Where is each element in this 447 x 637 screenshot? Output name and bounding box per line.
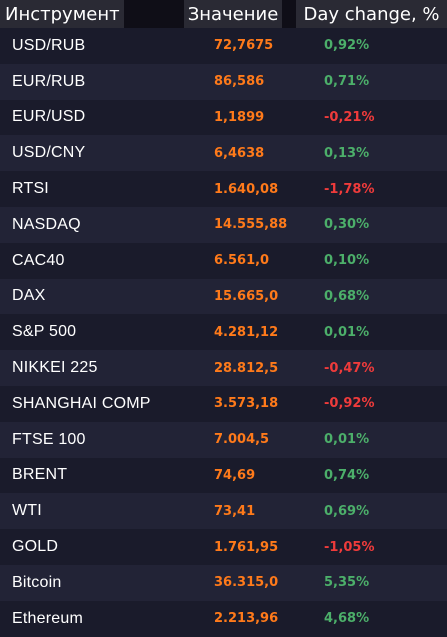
instrument-name: RTSI [12, 180, 49, 198]
table-row[interactable]: USD/CNY 6,4638 0,13% [0, 135, 447, 172]
day-change: -0,21% [324, 109, 375, 125]
table-row[interactable]: Bitcoin 36.315,0 5,35% [0, 564, 447, 601]
table-row[interactable]: USD/RUB 72,7675 0,92% [0, 28, 447, 64]
table-row[interactable]: EUR/RUB 86,586 0,71% [0, 63, 447, 100]
day-change: 0,71% [324, 74, 370, 90]
instrument-name: USD/RUB [12, 36, 86, 54]
instrument-value: 2.213,96 [214, 611, 279, 627]
instrument-name: S&P 500 [12, 323, 77, 341]
table-row[interactable]: RTSI 1.640,08 -1,78% [0, 171, 447, 207]
header-day-change: Day change, % [296, 0, 447, 28]
instrument-name: NIKKEI 225 [12, 359, 98, 377]
instrument-value: 73,41 [214, 503, 256, 519]
instrument-value: 1,1899 [214, 109, 265, 125]
day-change: -0,47% [324, 360, 375, 376]
instrument-name: USD/CNY [12, 144, 86, 162]
table-row[interactable]: BRENT 74,69 0,74% [0, 457, 447, 494]
day-change: 5,35% [324, 575, 370, 591]
header-value: Значение [184, 0, 282, 28]
instrument-name: FTSE 100 [12, 430, 86, 448]
instrument-name: GOLD [12, 538, 59, 556]
instrument-value: 28.812,5 [214, 360, 279, 376]
instrument-name: Ethereum [12, 609, 83, 627]
instrument-value: 6.561,0 [214, 253, 270, 269]
instrument-name: NASDAQ [12, 215, 81, 233]
instrument-name: Bitcoin [12, 573, 62, 591]
instrument-value: 4.281,12 [214, 324, 279, 340]
instrument-value: 86,586 [214, 74, 265, 90]
table-row[interactable]: EUR/USD 1,1899 -0,21% [0, 99, 447, 136]
day-change: 0,30% [324, 217, 370, 233]
table-row[interactable]: S&P 500 4.281,12 0,01% [0, 314, 447, 351]
instrument-value: 74,69 [214, 467, 256, 483]
instrument-name: WTI [12, 502, 42, 520]
instrument-value: 72,7675 [214, 38, 274, 54]
table-row[interactable]: CAC40 6.561,0 0,10% [0, 242, 447, 279]
table-row[interactable]: Ethereum 2.213,96 4,68% [0, 600, 447, 637]
day-change: -1,78% [324, 181, 375, 197]
table-row[interactable]: NIKKEI 225 28.812,5 -0,47% [0, 350, 447, 386]
instrument-name: DAX [12, 287, 46, 305]
table-row[interactable]: WTI 73,41 0,69% [0, 493, 447, 530]
instrument-name: BRENT [12, 466, 68, 484]
day-change: 0,74% [324, 467, 370, 483]
table-row[interactable]: GOLD 1.761,95 -1,05% [0, 529, 447, 565]
table-row[interactable]: NASDAQ 14.555,88 0,30% [0, 206, 447, 243]
instrument-name: EUR/RUB [12, 72, 86, 90]
table-row[interactable]: SHANGHAI COMP 3.573,18 -0,92% [0, 385, 447, 422]
table-header: Инструмент Значение Day change, % [0, 0, 447, 28]
day-change: -0,92% [324, 396, 375, 412]
instrument-value: 36.315,0 [214, 575, 279, 591]
instrument-value: 6,4638 [214, 145, 265, 161]
table-row[interactable]: DAX 15.665,0 0,68% [0, 278, 447, 315]
day-change: 0,01% [324, 324, 370, 340]
table-row[interactable]: FTSE 100 7.004,5 0,01% [0, 421, 447, 458]
instrument-value: 15.665,0 [214, 288, 279, 304]
instrument-value: 1.761,95 [214, 539, 279, 555]
day-change: -1,05% [324, 539, 375, 555]
table-body: USD/RUB 72,7675 0,92% EUR/RUB 86,586 0,71% EUR… [0, 28, 447, 637]
day-change: 0,69% [324, 503, 370, 519]
day-change: 0,68% [324, 288, 370, 304]
header-instrument: Инструмент [0, 0, 124, 28]
instrument-value: 7.004,5 [214, 432, 270, 448]
instrument-value: 14.555,88 [214, 217, 288, 233]
day-change: 4,68% [324, 611, 370, 627]
day-change: 0,92% [324, 38, 370, 54]
instrument-value: 3.573,18 [214, 396, 279, 412]
instrument-name: EUR/USD [12, 108, 86, 126]
day-change: 0,13% [324, 145, 370, 161]
instrument-name: CAC40 [12, 251, 65, 269]
day-change: 0,10% [324, 253, 370, 269]
instrument-value: 1.640,08 [214, 181, 279, 197]
day-change: 0,01% [324, 432, 370, 448]
instrument-name: SHANGHAI COMP [12, 394, 151, 412]
